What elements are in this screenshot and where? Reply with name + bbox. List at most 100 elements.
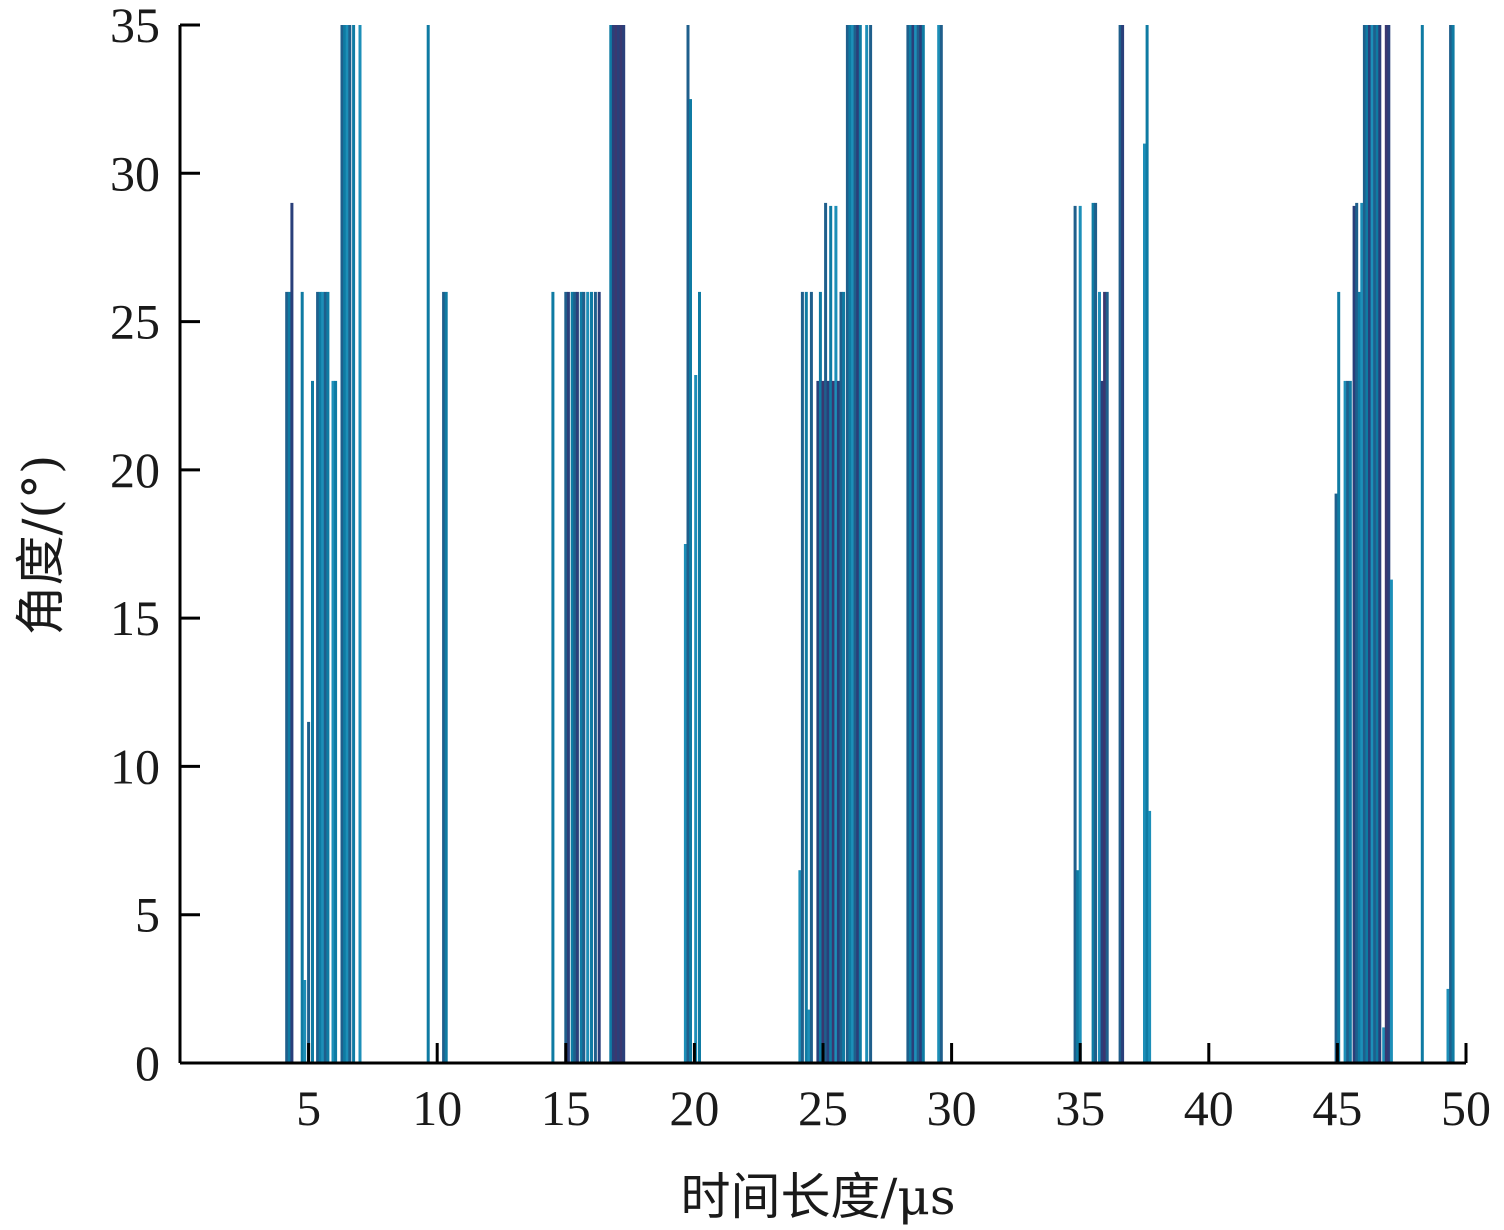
bar-83 [1094,202,1098,1063]
bar-62 [845,25,849,1063]
bar-25 [566,291,570,1063]
bar-32 [590,291,593,1063]
bar-89 [1121,25,1125,1063]
bar-71 [908,25,912,1063]
bar-29 [579,291,583,1063]
bar-39 [619,25,623,1063]
bar-58 [834,205,838,1063]
bar-116 [1451,25,1455,1063]
bar-57 [831,380,835,1063]
bar-115 [1449,25,1453,1063]
bar-93 [1334,493,1338,1064]
bar-94 [1337,291,1341,1063]
bar-30 [582,291,586,1063]
bar-112 [1389,579,1393,1063]
bars-layer [285,25,1455,1064]
bar-48 [804,291,808,1063]
bar-96 [1346,380,1350,1063]
bar-88 [1118,25,1122,1063]
x-axis-title: 时间长度/μs [681,1168,956,1226]
bar-43 [689,99,692,1064]
bar-105 [1370,25,1374,1063]
bar-23 [551,291,555,1063]
bar-50 [809,291,813,1063]
bar-68 [865,25,869,1063]
bar-3 [300,291,304,1063]
bar-38 [617,25,620,1063]
y-tick-label-5: 5 [135,887,160,943]
bar-7 [316,291,320,1063]
bar-107 [1375,25,1379,1063]
bar-78 [939,25,943,1063]
bar-69 [869,25,873,1063]
bar-86 [1103,291,1107,1063]
bar-21 [442,291,446,1063]
bar-75 [919,25,923,1063]
bar-85 [1100,380,1104,1063]
labels-layer: 5 10 15 20 25 30 35 40 45 50 0 5 10 15 20 25 30 35 [110,0,1491,1136]
bar-92 [1148,810,1152,1063]
bar-35 [609,25,613,1063]
bar-34 [597,291,601,1063]
bar-54 [824,202,828,1063]
bar-59 [836,380,840,1063]
bar-63 [848,25,852,1063]
bar-20 [426,25,430,1063]
bar-46 [798,870,802,1063]
bar-103 [1365,25,1369,1063]
bar-45 [698,291,701,1063]
bar-61 [842,291,846,1063]
bar-9 [321,291,325,1063]
bar-81 [1078,205,1082,1063]
bar-42 [686,25,690,1063]
bar-73 [914,25,918,1063]
bar-14 [340,25,344,1063]
bar-114 [1446,988,1450,1063]
bar-108 [1378,25,1382,1063]
bar-109 [1382,1027,1386,1063]
bar-27 [573,291,577,1063]
x-tick-label-50: 50 [1441,1080,1491,1136]
y-axis-title: 角度/(°) [12,455,70,636]
x-tick-label-30: 30 [927,1080,977,1136]
bar-24 [564,291,568,1063]
bar-64 [851,25,855,1063]
bar-97 [1348,380,1352,1063]
bar-80 [1076,870,1080,1063]
bar-2 [290,202,294,1063]
bar-67 [858,25,862,1063]
bar-6 [311,380,314,1063]
bar-18 [352,25,356,1063]
x-tick-label-15: 15 [541,1080,591,1136]
bar-70 [906,25,910,1063]
bar-104 [1368,25,1371,1063]
bar-60 [839,291,843,1063]
bar-51 [816,380,820,1063]
bar-82 [1091,202,1095,1063]
bar-22 [444,291,448,1063]
bar-55 [826,380,830,1063]
bar-37 [614,25,618,1063]
bar-113 [1420,25,1424,1063]
bar-79 [1073,205,1077,1063]
bar-17 [348,25,352,1063]
bar-102 [1362,25,1366,1063]
y-tick-label-10: 10 [110,738,160,794]
bar-56 [829,205,833,1063]
bar-11 [326,291,330,1063]
y-tick-label-30: 30 [110,145,160,201]
x-tick-label-10: 10 [412,1080,462,1136]
bar-77 [937,25,941,1063]
bar-12 [331,380,335,1063]
x-tick-label-5: 5 [296,1080,321,1136]
bar-66 [856,25,860,1063]
x-tick-label-35: 35 [1055,1080,1105,1136]
bar-33 [593,291,597,1063]
bar-10 [323,291,327,1063]
bar-1 [287,291,291,1063]
bar-99 [1355,202,1359,1063]
axes-layer [178,23,1468,1065]
x-tick-label-20: 20 [669,1080,719,1136]
bar-47 [800,291,804,1063]
